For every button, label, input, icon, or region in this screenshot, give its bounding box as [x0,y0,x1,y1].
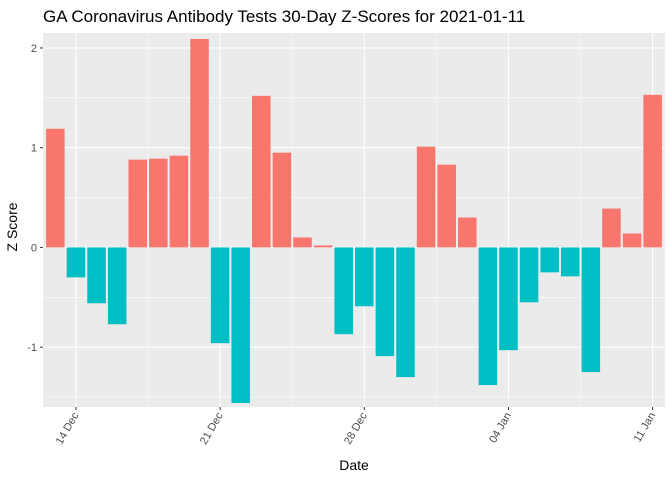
bar-2021-01-11 [643,94,662,248]
bar-2020-12-29 [375,247,395,357]
bar-2020-12-30 [396,247,415,378]
x-axis-ticks: 14 Dec 21 Dec 28 Dec 04 Jan 11 Jan [54,407,659,447]
y-tick-label: 1 [31,143,37,155]
y-tick-label: 2 [31,43,37,55]
bar-2021-01-06 [540,247,559,273]
bar-2020-12-31 [416,146,436,248]
y-axis-title: Z Score [4,202,20,251]
bar-2021-01-09 [602,208,621,248]
bar-2020-12-22 [231,247,250,404]
x-tick-label: 04 Jan [487,411,514,446]
x-tick-label: 21 Dec [198,410,226,447]
bar-2020-12-17 [128,159,148,248]
y-tick-label: 0 [31,242,37,254]
bar-2020-12-13 [46,128,65,248]
bars [46,38,662,404]
bar-2020-12-21 [210,247,230,344]
bar-2021-01-03 [478,247,498,386]
x-tick-label: 14 Dec [54,410,82,447]
bar-2021-01-04 [499,247,518,351]
bar-2021-01-10 [622,233,642,248]
bar-2020-12-24 [272,152,292,248]
bar-2021-01-02 [458,217,477,248]
bar-2020-12-26 [313,245,333,248]
bar-2020-12-28 [355,247,374,307]
gridlines [43,33,665,407]
bar-2020-12-19 [169,155,189,248]
chart-title: GA Coronavirus Antibody Tests 30-Day Z-S… [43,7,525,26]
bar-2020-12-14 [66,247,86,278]
x-tick-label: 28 Dec [342,410,370,447]
bar-2020-12-18 [149,158,168,248]
bar-2020-12-27 [334,247,353,335]
bar-2021-01-07 [560,247,580,277]
bar-2020-12-23 [252,95,271,248]
bar-2021-01-05 [519,247,539,303]
bar-2021-01-01 [437,164,456,248]
bar-2020-12-15 [87,247,106,304]
y-axis-ticks: -1 0 1 2 [27,43,43,354]
bar-2020-12-16 [107,247,127,325]
x-tick-label: 11 Jan [632,411,659,445]
y-tick-label: -1 [27,342,37,354]
bar-2021-01-08 [581,247,601,373]
x-axis-title: Date [339,457,369,473]
bar-2020-12-25 [293,237,312,248]
bar-2020-12-20 [190,38,209,248]
